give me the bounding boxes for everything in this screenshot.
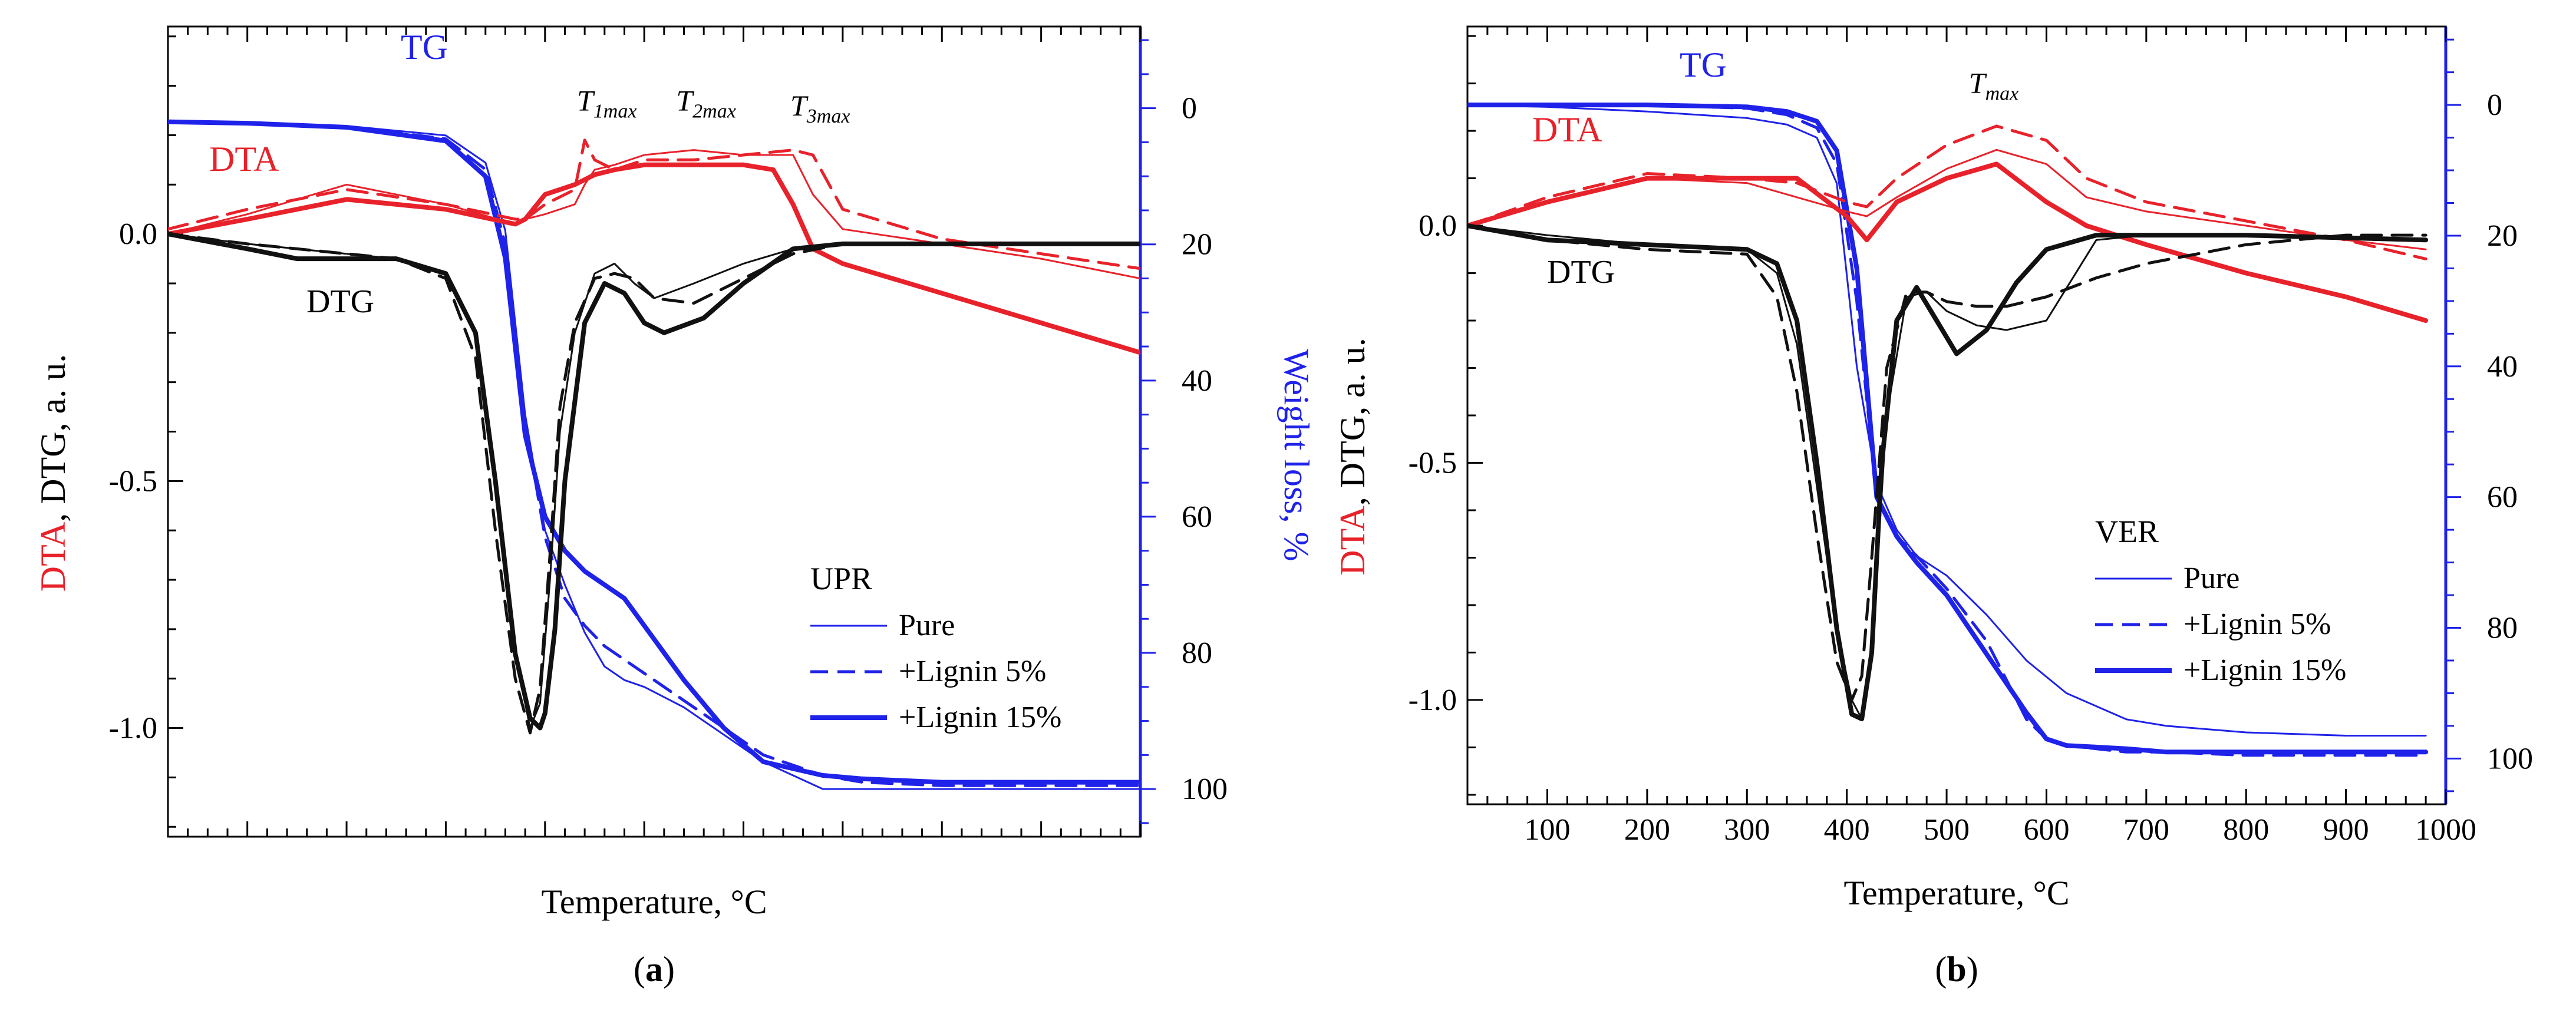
right-axis-label: Weight loss, %: [1277, 349, 1316, 561]
panel-label: (a): [634, 950, 675, 989]
legend-entry: Pure: [899, 609, 955, 642]
legend-title: VER: [2095, 514, 2159, 549]
right-tick-label: 40: [1182, 364, 1212, 398]
series-tg-line: [1467, 103, 2429, 755]
x-tick-label: 800: [2223, 813, 2269, 847]
x-tick-label: 500: [1924, 813, 1970, 847]
left-axis-label: DTA, DTG, a. u.: [34, 354, 72, 592]
right-tick-label: 40: [2487, 350, 2518, 384]
legend-entry: +Lignin 15%: [2184, 653, 2346, 687]
right-tick-label: 60: [2487, 481, 2518, 514]
panel-b: 100 200 300 400 500 600 700 800 900 10000.0-0.5-1…: [1333, 25, 2533, 989]
right-tick-label: 80: [2487, 612, 2518, 645]
tg-curve-label: TG: [1680, 45, 1727, 84]
x-tick-label: 700: [2123, 813, 2169, 847]
x-axis-label: Temperature, °C: [1843, 874, 2069, 912]
curves: [168, 119, 1140, 790]
legend-entry: +Lignin 5%: [2184, 607, 2331, 641]
series-dtg-line: [1467, 224, 2427, 702]
annotation-label: Tmax: [1969, 67, 2018, 105]
left-tick-label: -0.5: [109, 464, 157, 498]
series-tg-line: [168, 119, 1140, 785]
panel-a: 0.0 -0.5 -1.0 0 20 40 60 80 100 TG DTA DTG T1max T2ma…: [34, 25, 1316, 989]
legend-title: UPR: [810, 561, 872, 596]
right-tick-label: 0: [1182, 92, 1197, 126]
x-tick-label: 200: [1624, 813, 1670, 847]
curves: [1467, 103, 2429, 757]
x-tick-label: 1000: [2415, 813, 2476, 847]
series-tg-line: [168, 121, 1140, 790]
legend-entry: Pure: [2184, 562, 2239, 595]
series-dta-line: [168, 162, 1140, 355]
right-tick-label: 20: [2487, 219, 2518, 253]
series-dta-line: [168, 138, 1140, 270]
x-tick-label: 300: [1724, 813, 1770, 847]
series-dtg-line: [1467, 223, 2429, 722]
dta-curve-label: DTA: [1532, 110, 1602, 149]
right-tick-label: 20: [1182, 228, 1212, 262]
series-dtg-line: [1467, 224, 2427, 720]
right-tick-label: 100: [2487, 742, 2533, 775]
x-tick-label: 400: [1824, 813, 1870, 847]
series-dta-line: [1467, 124, 2427, 260]
left-tick-label: -1.0: [109, 712, 157, 745]
annotation-label: T1max: [577, 84, 636, 123]
left-tick-label: 0.0: [119, 217, 157, 251]
left-tick-label: -0.5: [1409, 446, 1457, 480]
series-tg-line: [1467, 104, 2427, 737]
plot-frame: [1466, 25, 2447, 805]
annotation-label: T3max: [790, 89, 850, 127]
left-axis-label: DTA, DTG, a. u.: [1333, 338, 1372, 575]
right-tick-label: 60: [1182, 500, 1212, 534]
right-tick-label: 0: [2487, 88, 2502, 122]
panel-label: (b): [1935, 950, 1978, 989]
legend-entry: +Lignin 5%: [899, 655, 1046, 688]
right-tick-label: 100: [1182, 772, 1228, 806]
left-tick-label: -1.0: [1409, 683, 1457, 717]
dtg-curve-label: DTG: [306, 283, 374, 320]
left-tick-label: 0.0: [1419, 209, 1457, 243]
series-dtg-line: [168, 232, 1140, 731]
dtg-curve-label: DTG: [1547, 254, 1615, 290]
x-tick-label: 900: [2323, 813, 2369, 847]
series-dta-line: [1467, 161, 2429, 323]
dta-curve-label: DTA: [209, 140, 279, 179]
legend-entry: +Lignin 15%: [899, 701, 1061, 734]
x-tick-label: 600: [2023, 813, 2069, 847]
annotation-label: T2max: [676, 84, 735, 123]
x-tick-label: 100: [1525, 813, 1571, 847]
x-axis-label: Temperature, °C: [541, 883, 767, 921]
right-tick-label: 80: [1182, 636, 1212, 670]
tg-curve-label: TG: [401, 28, 448, 67]
